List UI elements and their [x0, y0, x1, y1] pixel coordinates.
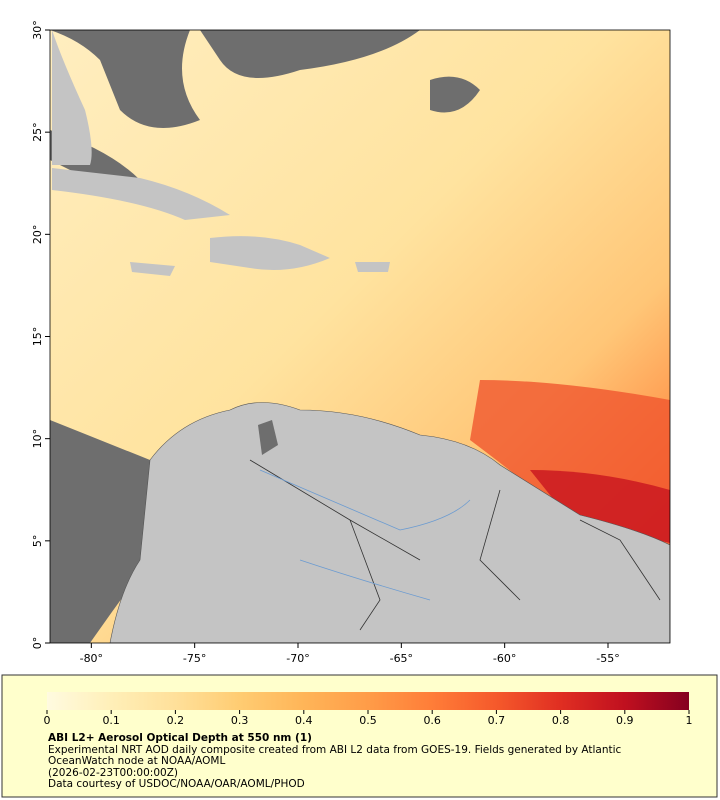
- land: [130, 262, 175, 276]
- land: [109, 402, 670, 643]
- land: [210, 236, 330, 271]
- x-tick-label: -70°: [286, 652, 309, 665]
- caption-credit: Data courtesy of USDOC/NOAA/OAR/AOML/PHO…: [48, 778, 305, 790]
- colorbar-tick-label: 0.3: [231, 714, 249, 727]
- river: [259, 469, 471, 601]
- x-tick-label: -75°: [183, 652, 206, 665]
- y-tick-label: 0°: [31, 637, 44, 650]
- cloud: [50, 420, 150, 643]
- map-layer: [50, 30, 670, 643]
- x-tick-label: -80°: [80, 652, 103, 665]
- y-tick-label: 10°: [31, 429, 44, 449]
- y-tick-label: 15°: [31, 327, 44, 347]
- colorbar-tick-label: 0.5: [359, 714, 377, 727]
- caption: ABI L2+ Aerosol Optical Depth at 550 nm …: [48, 732, 688, 791]
- land: [52, 168, 230, 220]
- x-tick-label: -55°: [596, 652, 619, 665]
- colorbar-tick-label: 0.4: [295, 714, 313, 727]
- caption-title: ABI L2+ Aerosol Optical Depth at 550 nm …: [48, 732, 312, 744]
- y-tick-label: 5°: [31, 535, 44, 548]
- colorbar-tick-label: 0.9: [616, 714, 634, 727]
- land: [52, 30, 92, 165]
- land: [355, 262, 390, 272]
- y-tick-label: 25°: [31, 122, 44, 142]
- colorbar-tick-label: 1: [686, 714, 693, 727]
- caption-timestamp: (2026-02-23T00:00:00Z): [48, 766, 178, 779]
- colorbar-tick-label: 0.8: [552, 714, 570, 727]
- border: [249, 459, 661, 631]
- colorbar-tick-label: 0.1: [102, 714, 120, 727]
- x-tick-label: -60°: [493, 652, 516, 665]
- aod-peak: [530, 470, 670, 543]
- y-tick-label: 30°: [31, 20, 44, 40]
- colorbar-tick-label: 0: [44, 714, 51, 727]
- colorbar-tick-label: 0.7: [488, 714, 506, 727]
- y-tick-label: 20°: [31, 225, 44, 245]
- cloud: [258, 420, 278, 455]
- cloud: [200, 30, 420, 78]
- cloud: [50, 30, 200, 128]
- caption-description: Experimental NRT AOD daily composite cre…: [48, 743, 622, 767]
- cloud: [430, 76, 480, 113]
- colorbar-tick-label: 0.2: [167, 714, 185, 727]
- x-tick-label: -65°: [390, 652, 413, 665]
- colorbar: [47, 692, 689, 710]
- colorbar-tick-label: 0.6: [423, 714, 441, 727]
